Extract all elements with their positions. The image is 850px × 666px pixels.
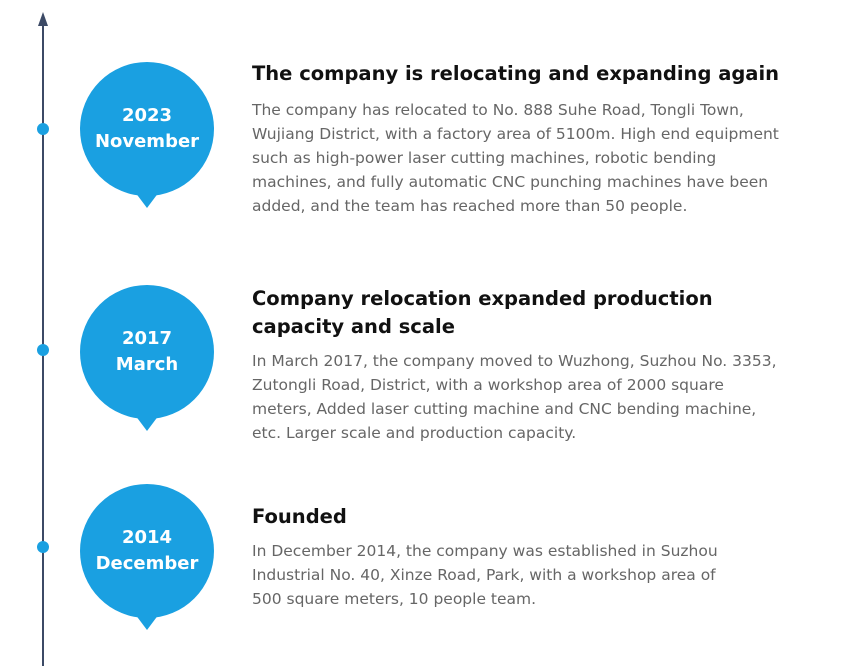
timeline-dot	[37, 344, 49, 356]
event-month: March	[115, 354, 179, 375]
event-description: In March 2017, the company moved to Wuzh…	[252, 352, 777, 442]
timeline-entry: Founded In December 2014, the company wa…	[252, 503, 732, 611]
event-title: Founded	[252, 505, 347, 528]
event-month: November	[94, 131, 200, 152]
timeline-arrow-icon	[38, 12, 48, 26]
event-year: 2017	[121, 328, 173, 349]
date-bubble-2023: 2023 November	[80, 62, 214, 208]
timeline-entry: The company is relocating and expanding …	[252, 60, 782, 218]
timeline-dot	[37, 541, 49, 553]
date-bubble-2014: 2014 December	[80, 484, 214, 630]
timeline-entry: Company relocation expanded production c…	[252, 285, 782, 445]
event-title: Company relocation expanded production c…	[252, 287, 713, 338]
timeline-dot	[37, 123, 49, 135]
event-description: The company has relocated to No. 888 Suh…	[252, 101, 779, 215]
event-description: In December 2014, the company was establ…	[252, 542, 718, 608]
event-title: The company is relocating and expanding …	[252, 62, 780, 85]
event-year: 2023	[121, 105, 173, 126]
event-year: 2014	[121, 527, 173, 548]
date-bubble-2017: 2017 March	[80, 285, 214, 431]
event-month: December	[95, 553, 199, 574]
